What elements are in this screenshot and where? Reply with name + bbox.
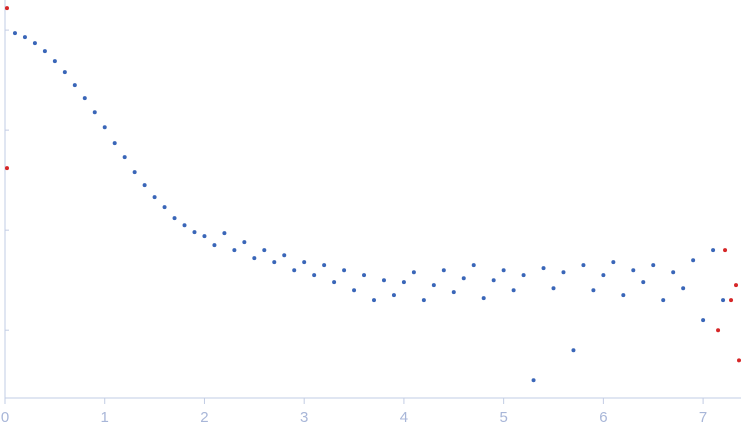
x-tick-label: 0 <box>1 409 9 426</box>
data-point <box>391 293 396 298</box>
data-point <box>661 298 666 303</box>
data-point <box>332 280 337 285</box>
data-point <box>4 6 9 11</box>
data-point <box>92 110 97 115</box>
data-point <box>252 256 257 261</box>
data-point <box>591 288 596 293</box>
data-point <box>292 268 297 273</box>
data-point <box>651 263 656 268</box>
data-point <box>501 268 506 273</box>
data-point <box>729 298 734 303</box>
x-tick-label: 3 <box>300 409 308 426</box>
data-point <box>721 298 726 303</box>
data-point <box>122 155 127 160</box>
x-tick-label: 7 <box>699 409 707 426</box>
data-point <box>362 273 367 278</box>
data-point <box>162 205 167 210</box>
data-point <box>112 141 117 146</box>
data-point <box>701 318 706 323</box>
data-point <box>521 273 526 278</box>
data-point <box>192 230 197 235</box>
data-point <box>491 278 496 283</box>
data-point <box>641 280 646 285</box>
data-point <box>511 288 516 293</box>
data-point <box>152 195 157 200</box>
data-point <box>4 166 9 171</box>
data-point <box>12 31 17 36</box>
data-point <box>371 298 376 303</box>
data-point <box>461 276 466 281</box>
data-point <box>322 263 327 268</box>
data-point <box>282 253 287 258</box>
data-point <box>272 260 277 265</box>
data-point <box>202 234 207 239</box>
data-point <box>621 293 626 298</box>
data-point <box>571 348 576 353</box>
data-point <box>441 268 446 273</box>
data-point <box>631 268 636 273</box>
data-point <box>302 260 307 265</box>
data-point <box>182 223 187 228</box>
data-point <box>737 358 741 363</box>
data-point <box>381 278 386 283</box>
data-point <box>411 270 416 275</box>
data-point <box>262 248 267 253</box>
data-point <box>541 266 546 271</box>
data-point <box>232 248 237 253</box>
x-tick-label: 2 <box>200 409 208 426</box>
data-point <box>431 283 436 288</box>
data-point <box>691 258 696 263</box>
data-point <box>734 283 739 288</box>
data-point <box>531 378 536 383</box>
data-point <box>42 49 47 54</box>
data-point <box>102 125 107 130</box>
data-point <box>32 41 37 46</box>
data-point <box>551 286 556 291</box>
data-point <box>142 183 147 188</box>
data-point <box>62 70 67 75</box>
data-point <box>342 268 347 273</box>
data-point <box>222 231 227 236</box>
data-point <box>72 83 77 88</box>
data-point <box>132 170 137 175</box>
data-point <box>401 280 406 285</box>
data-point <box>52 59 57 64</box>
data-point <box>451 290 456 295</box>
data-point <box>481 296 486 301</box>
x-tick-label: 1 <box>101 409 109 426</box>
data-point <box>681 286 686 291</box>
data-point <box>581 263 586 268</box>
data-point <box>611 260 616 265</box>
data-point <box>716 328 721 333</box>
x-tick-label: 4 <box>400 409 408 426</box>
data-point <box>242 240 247 245</box>
data-point <box>82 96 87 101</box>
data-point <box>561 270 566 275</box>
data-point <box>421 298 426 303</box>
data-point <box>723 248 728 253</box>
data-point <box>711 248 716 253</box>
data-point <box>352 288 357 293</box>
x-tick-label: 5 <box>499 409 507 426</box>
data-point <box>22 35 27 40</box>
data-point <box>212 243 217 248</box>
data-point <box>601 273 606 278</box>
x-tick-label: 6 <box>599 409 607 426</box>
data-point <box>671 270 676 275</box>
data-point <box>172 216 177 221</box>
data-point <box>312 273 317 278</box>
data-point <box>471 263 476 268</box>
